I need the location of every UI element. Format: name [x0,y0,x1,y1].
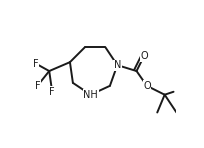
Text: F: F [49,87,55,97]
Text: F: F [33,59,39,69]
Text: O: O [142,81,150,91]
Text: NH: NH [83,90,98,100]
Text: N: N [113,60,120,70]
Text: O: O [140,51,147,61]
Text: F: F [34,81,40,91]
